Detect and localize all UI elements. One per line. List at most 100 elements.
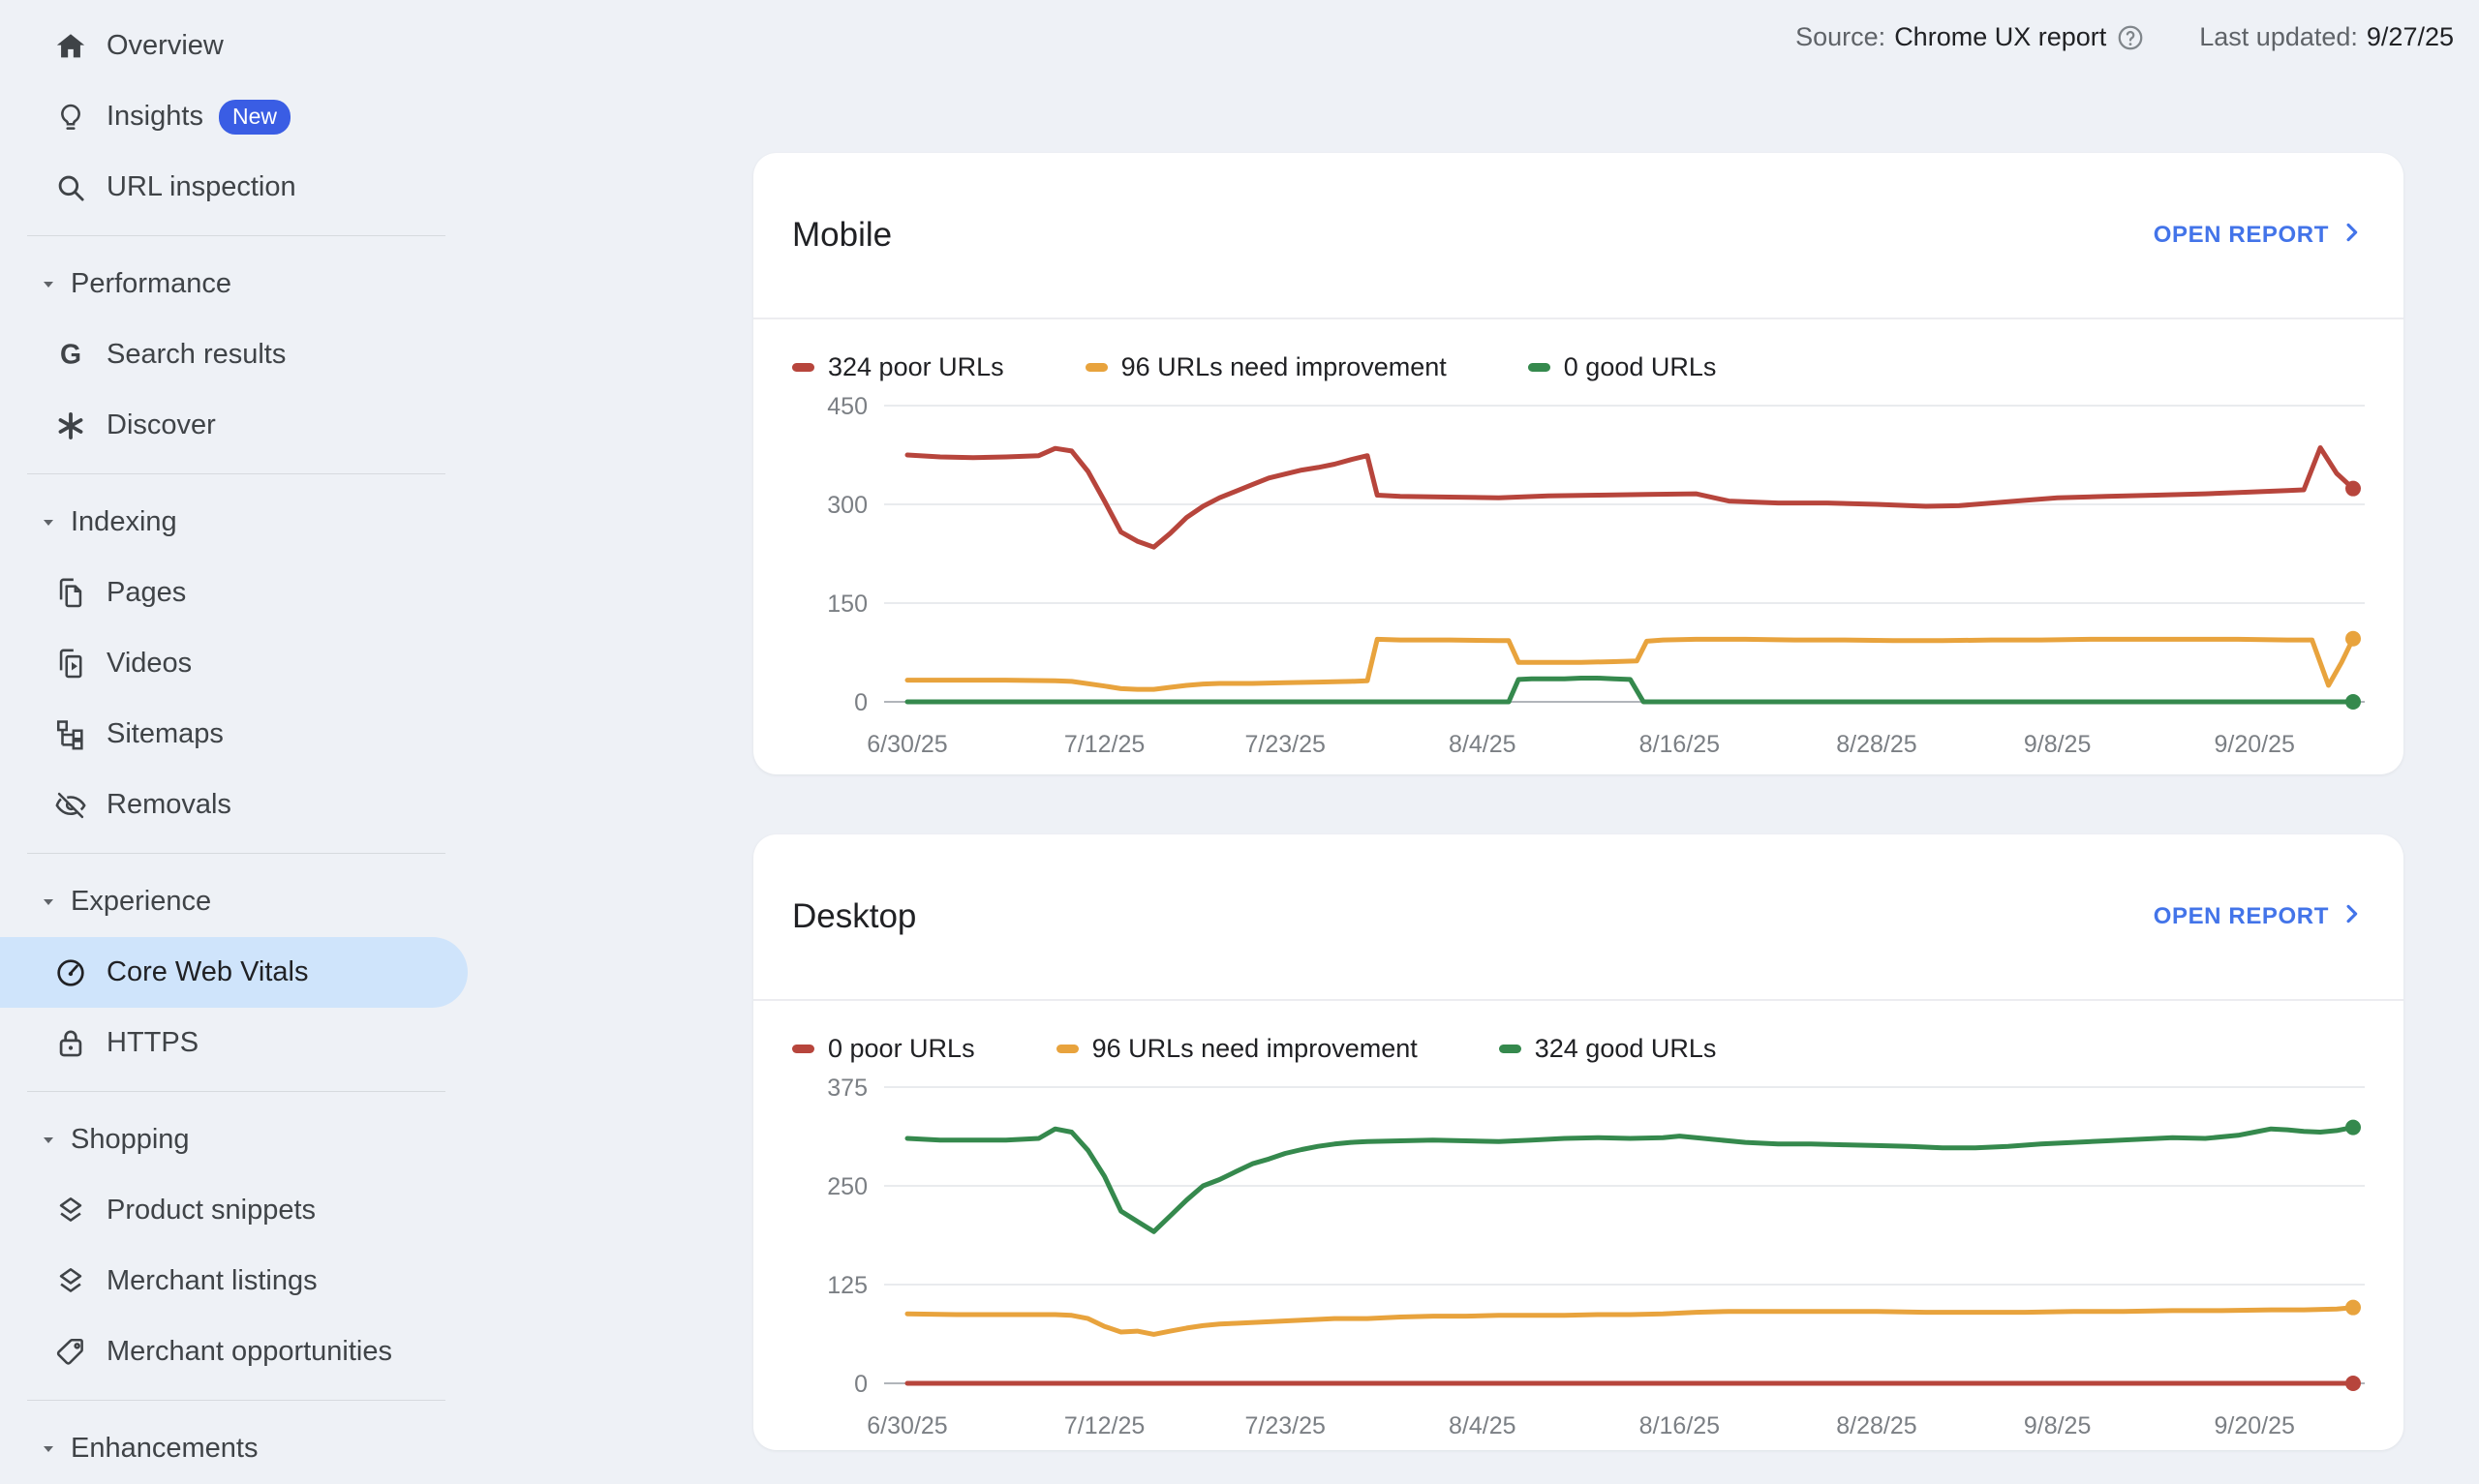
y-tick-label: 300 [827,492,868,519]
chevron-right-icon [2338,900,2365,934]
sidebar-section-performance[interactable]: Performance [0,249,474,319]
y-tick-label: 0 [854,689,868,716]
caret-down-icon [39,275,58,294]
sidebar-item-label: Discover [107,409,216,440]
desktop-card: Desktop OPEN REPORT 0 poor URLs 96 URLs n… [753,834,2403,1450]
caret-down-icon [39,1439,58,1459]
sidebar-section-indexing[interactable]: Indexing [0,487,474,558]
sidebar-divider [27,473,445,474]
sidebar-item-merchant-listings[interactable]: Merchant listings [0,1246,468,1317]
x-tick-label: 9/20/25 [2214,1412,2294,1439]
legend-swatch-needs_improvement [1085,363,1108,372]
last-updated-label: Last updated: [2199,22,2358,51]
legend-label: 96 URLs need improvement [1091,1034,1418,1063]
desktop-chart[interactable]: 0 125 250 375 6/30/25 7/12/25 7/23/25 8/4/25 8/1… [792,1068,2365,1467]
legend-swatch-poor [792,1045,814,1053]
mobile-card-title: Mobile [792,216,893,254]
sidebar-item-label: Pages [107,577,187,608]
legend-item-poor: 0 poor URLs [792,1034,975,1064]
sidebar-item-url-inspection[interactable]: URL inspection [0,152,468,223]
legend-item-poor: 324 poor URLs [792,352,1004,382]
report-meta-bar: Source: Chrome UX report Last updated: 9… [1795,22,2454,52]
sidebar-item-insights[interactable]: Insights New [0,81,468,152]
legend-swatch-good [1498,1045,1521,1053]
video-pages-icon [54,648,87,681]
search-icon [54,171,87,204]
mobile-chart[interactable]: 0 150 300 450 6/30/25 7/12/25 7/23/25 8/4/25 8/1… [792,386,2365,785]
google-g-icon: G [54,339,87,372]
last-updated-value: 9/27/25 [2366,22,2454,51]
sidebar-item-overview[interactable]: Overview [0,11,468,81]
sidebar-item-sitemaps[interactable]: Sitemaps [0,699,468,770]
desktop-open-report-button[interactable]: OPEN REPORT [2154,900,2365,934]
sidebar-section-experience[interactable]: Experience [0,866,474,937]
legend-label: 96 URLs need improvement [1120,352,1447,381]
legend-item-needs_improvement: 96 URLs need improvement [1056,1034,1418,1064]
sidebar-item-label: Overview [107,30,224,61]
x-tick-label: 7/23/25 [1245,1412,1326,1439]
sidebar-section-shopping[interactable]: Shopping [0,1105,474,1175]
x-tick-label: 6/30/25 [867,1412,947,1439]
x-tick-label: 6/30/25 [867,731,947,758]
x-tick-label: 7/12/25 [1064,731,1145,758]
sidebar-item-core-web-vitals[interactable]: Core Web Vitals [0,937,468,1008]
sidebar-item-product-snippets[interactable]: Product snippets [0,1175,468,1246]
legend-label: 0 good URLs [1563,352,1717,381]
sidebar-item-label: Removals [107,789,231,820]
sidebar-item-label: Search results [107,339,287,370]
open-report-label: OPEN REPORT [2153,222,2329,248]
sidebar-item-videos[interactable]: Videos [0,628,468,699]
x-tick-label: 8/4/25 [1449,1412,1516,1439]
y-tick-label: 150 [827,591,868,618]
sidebar-divider [27,235,445,236]
series-endpoint-needs_improvement [2345,630,2361,647]
x-tick-label: 8/16/25 [1639,731,1720,758]
mobile-card: Mobile OPEN REPORT 324 poor URLs 96 URLs … [753,153,2403,774]
new-badge: New [218,99,291,135]
sidebar-item-label: Sitemaps [107,718,224,749]
sidebar-item-removals[interactable]: Removals [0,770,468,840]
lightbulb-icon [54,101,87,134]
sidebar-item-discover[interactable]: Discover [0,390,468,461]
sidebar-item-search-results[interactable]: G Search results [0,319,468,390]
pages-icon [54,577,87,610]
series-line-needs_improvement [904,1305,2356,1337]
y-tick-label: 0 [854,1371,868,1398]
help-circle-icon[interactable] [2116,23,2145,52]
x-tick-label: 9/8/25 [2024,1412,2092,1439]
x-tick-label: 9/20/25 [2214,731,2294,758]
sidebar-item-label: HTTPS [107,1027,199,1058]
sidebar-section-enhancements[interactable]: Enhancements [0,1413,474,1484]
sidebar-section-label: Enhancements [71,1433,259,1464]
mobile-open-report-button[interactable]: OPEN REPORT [2154,219,2365,253]
x-tick-label: 8/4/25 [1449,731,1516,758]
sidebar-item-label: URL inspection [107,171,296,202]
series-line-poor [904,445,2356,550]
speedometer-icon [54,956,87,989]
sidebar: Overview Insights New URL inspection Perform… [0,0,474,1484]
x-tick-label: 7/23/25 [1245,731,1326,758]
sidebar-item-pages[interactable]: Pages [0,558,468,628]
home-icon [54,30,87,63]
y-tick-label: 250 [827,1173,868,1200]
chevron-right-icon [2338,219,2365,253]
x-tick-label: 7/12/25 [1064,1412,1145,1439]
svg-text:G: G [60,339,81,370]
x-tick-label: 8/28/25 [1836,1412,1916,1439]
legend-label: 0 poor URLs [828,1034,975,1063]
legend-swatch-good [1527,363,1550,372]
sidebar-item-https[interactable]: HTTPS [0,1008,468,1078]
sidebar-item-label: Merchant opportunities [107,1336,392,1367]
series-endpoint-poor [2345,480,2361,497]
lock-icon [54,1027,87,1060]
desktop-card-title: Desktop [792,897,917,935]
tag-icon [54,1336,87,1369]
sidebar-item-merchant-opportunities[interactable]: Merchant opportunities [0,1317,468,1387]
x-tick-label: 8/28/25 [1836,731,1916,758]
legend-label: 324 good URLs [1534,1034,1717,1063]
sitemap-icon [54,718,87,751]
sidebar-item-label: Core Web Vitals [107,956,309,987]
sidebar-item-label: Merchant listings [107,1265,318,1296]
eye-off-icon [54,789,87,822]
caret-down-icon [39,1131,58,1150]
